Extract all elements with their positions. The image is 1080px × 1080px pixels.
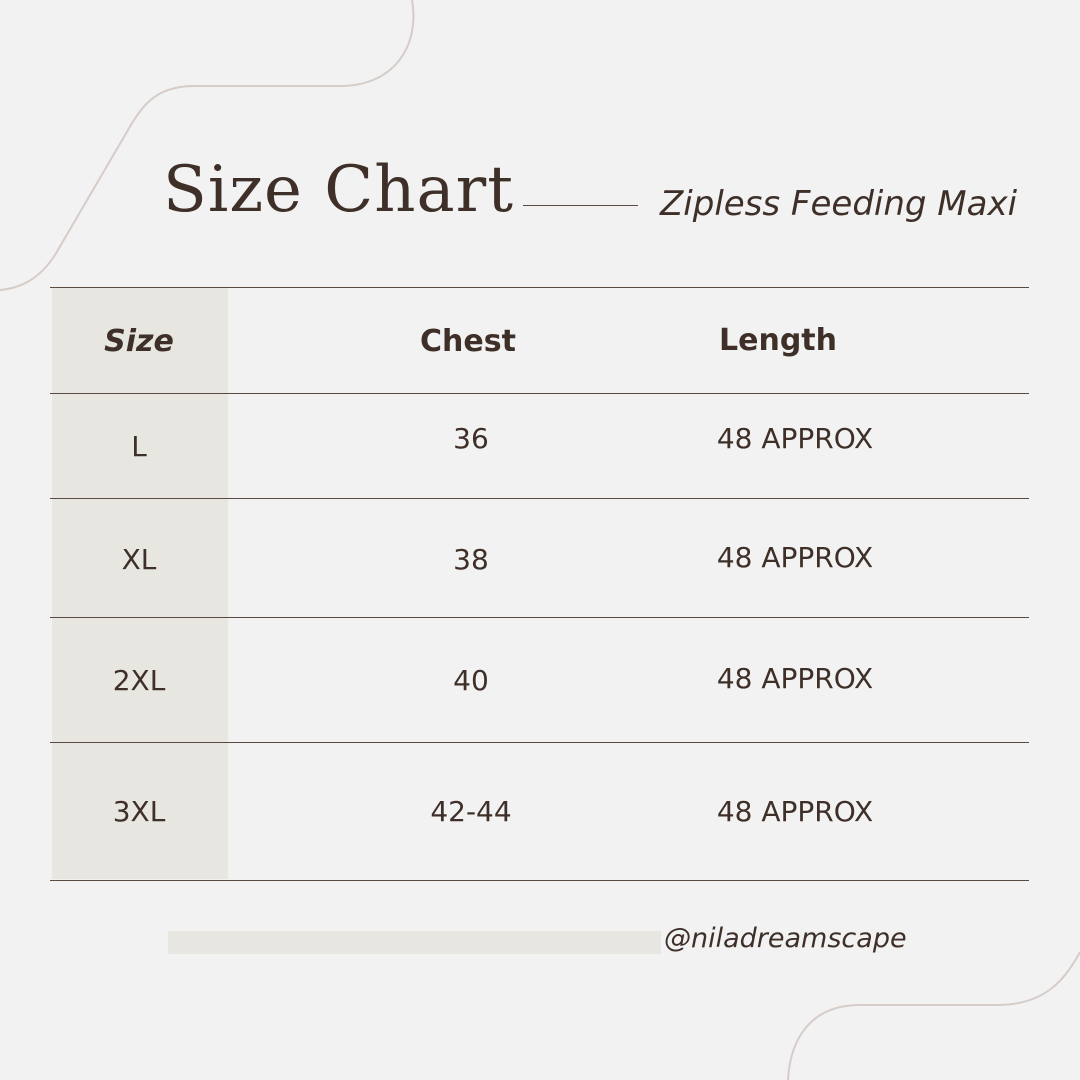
size-cell: L [131, 430, 147, 463]
header-size: Size [104, 324, 174, 359]
page-title: Size Chart [163, 153, 514, 227]
top-left-curve [0, 0, 415, 291]
product-subtitle: Zipless Feeding Maxi [660, 184, 1018, 224]
length-cell: 48 APPROX [716, 422, 874, 455]
table-row-rule [50, 617, 1029, 618]
length-cell: 48 APPROX [716, 662, 874, 695]
handle-bar [168, 931, 661, 954]
social-handle: @niladreamscape [664, 923, 907, 954]
chest-cell: 42-44 [430, 795, 512, 828]
chest-cell: 38 [453, 543, 489, 576]
size-column-shade [52, 288, 228, 879]
table-top-rule [50, 287, 1029, 288]
table-bottom-rule [50, 880, 1029, 881]
table-row-rule [50, 498, 1029, 499]
title-divider [523, 205, 638, 206]
chest-cell: 36 [453, 422, 489, 455]
size-cell: 3XL [112, 795, 166, 828]
table-header-rule [50, 393, 1029, 394]
chest-cell: 40 [453, 664, 489, 697]
header-chest: Chest [420, 324, 516, 359]
table-row-rule [50, 742, 1029, 743]
header-length: Length [719, 323, 837, 358]
bottom-right-curve [787, 951, 1080, 1080]
length-cell: 48 APPROX [716, 541, 874, 574]
size-cell: XL [121, 543, 157, 576]
length-cell: 48 APPROX [716, 795, 874, 828]
size-cell: 2XL [112, 664, 166, 697]
